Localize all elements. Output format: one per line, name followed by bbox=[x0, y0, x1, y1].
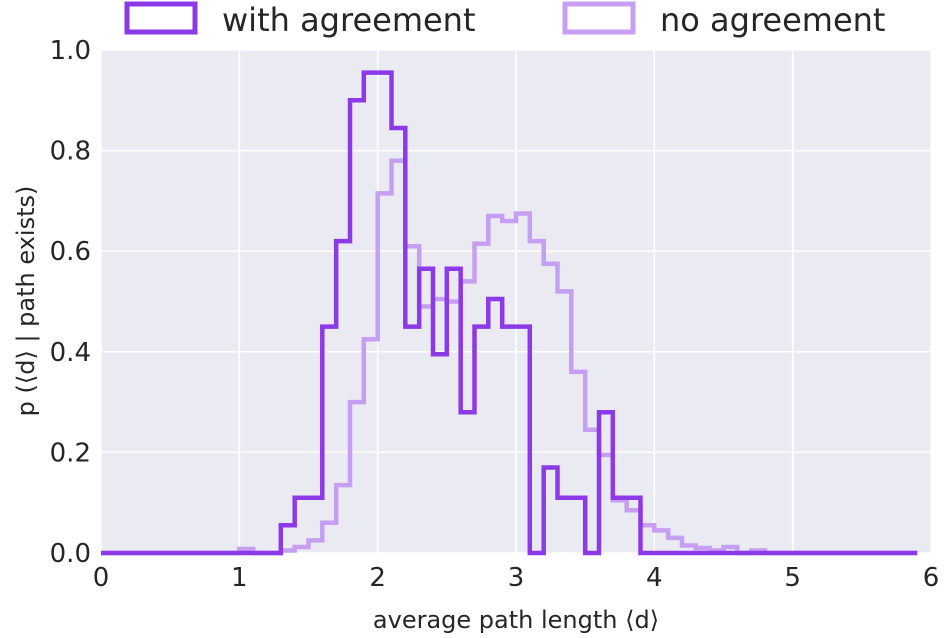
y-tick-label: 0.2 bbox=[50, 438, 91, 468]
x-tick-label: 6 bbox=[923, 563, 940, 593]
series-group bbox=[101, 70, 918, 556]
x-tick-label: 3 bbox=[508, 563, 525, 593]
tick-labels: 0 1 2 3 4 5 6 0.0 0.2 0.4 0.6 0.8 1.0 bbox=[50, 36, 940, 593]
series-line-with-agreement bbox=[101, 70, 918, 556]
y-tick-label: 0.0 bbox=[50, 539, 91, 569]
x-tick-label: 2 bbox=[369, 563, 386, 593]
legend: with agreement no agreement bbox=[124, 1, 885, 39]
legend-label-no-agreement: no agreement bbox=[660, 1, 885, 39]
x-tick-label: 5 bbox=[784, 563, 801, 593]
y-tick-label: 0.6 bbox=[50, 237, 91, 267]
x-tick-label: 0 bbox=[93, 563, 110, 593]
legend-swatch-with-agreement bbox=[124, 1, 198, 35]
y-tick-label: 1.0 bbox=[50, 36, 91, 66]
legend-swatch-no-agreement bbox=[562, 1, 636, 35]
y-axis-title: p (⟨d⟩ | path exists) bbox=[12, 186, 40, 417]
x-axis-title: average path length ⟨d⟩ bbox=[373, 606, 659, 634]
y-tick-label: 0.4 bbox=[50, 338, 91, 368]
series-line-no-agreement bbox=[101, 158, 918, 556]
y-tick-label: 0.8 bbox=[50, 137, 91, 167]
x-tick-label: 4 bbox=[646, 563, 663, 593]
x-tick-label: 1 bbox=[231, 563, 248, 593]
legend-label-with-agreement: with agreement bbox=[222, 1, 476, 39]
